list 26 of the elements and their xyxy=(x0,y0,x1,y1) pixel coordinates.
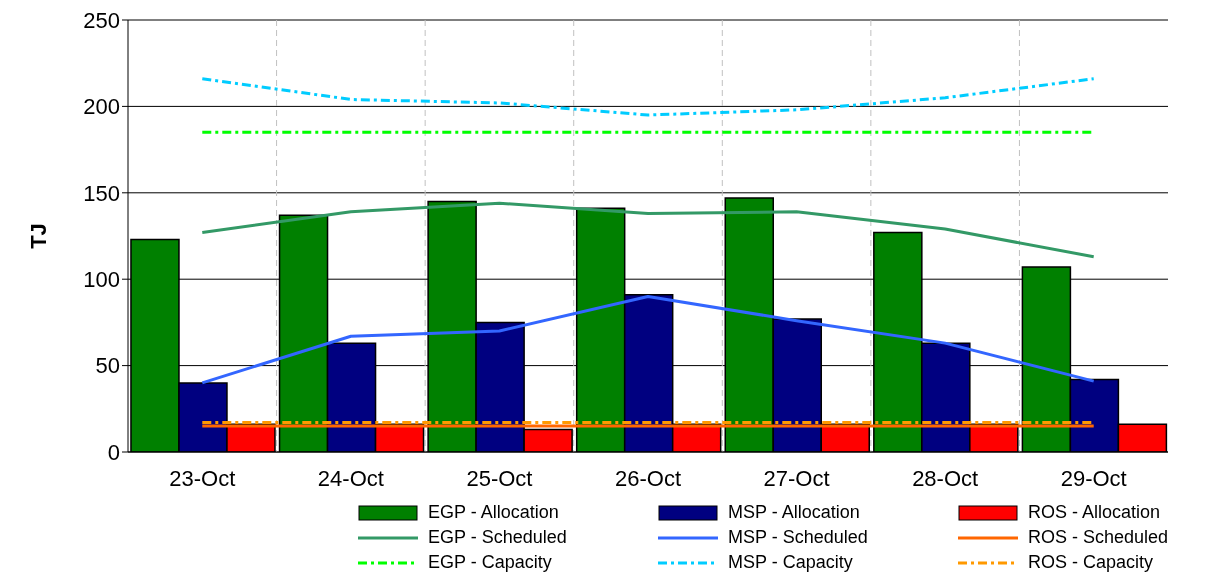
line-series xyxy=(200,77,1096,117)
legend-label: ROS - Scheduled xyxy=(1028,527,1169,548)
y-tick-label: 100 xyxy=(83,267,120,293)
legend-label: EGP - Capacity xyxy=(428,552,552,573)
legend-label: EGP - Scheduled xyxy=(428,527,567,548)
y-tick-label: 150 xyxy=(83,180,120,206)
y-tick-label: 0 xyxy=(107,439,120,465)
y-tick-label: 50 xyxy=(95,353,120,379)
legend-label: MSP - Scheduled xyxy=(728,527,868,548)
legend-label: ROS - Capacity xyxy=(1028,552,1154,573)
x-tick-label: 27-Oct xyxy=(763,465,830,491)
x-tick-label: 24-Oct xyxy=(317,465,384,491)
legend-label: MSP - Allocation xyxy=(728,502,860,523)
legend-label: ROS - Allocation xyxy=(1028,502,1161,523)
x-tick-label: 26-Oct xyxy=(614,465,682,491)
y-tick-label: 200 xyxy=(83,94,120,120)
x-tick-label: 28-Oct xyxy=(912,465,979,491)
legend-label: MSP - Capacity xyxy=(728,552,853,573)
line-series xyxy=(200,201,1096,259)
legend-label: EGP - Allocation xyxy=(428,502,559,523)
x-tick-label: 29-Oct xyxy=(1060,465,1127,491)
x-tick-label: 23-Oct xyxy=(169,465,236,491)
line-series xyxy=(200,294,1096,385)
x-tick-label: 25-Oct xyxy=(466,465,533,491)
y-tick-label: 250 xyxy=(83,7,120,33)
y-axis-title: TJ xyxy=(25,223,51,249)
